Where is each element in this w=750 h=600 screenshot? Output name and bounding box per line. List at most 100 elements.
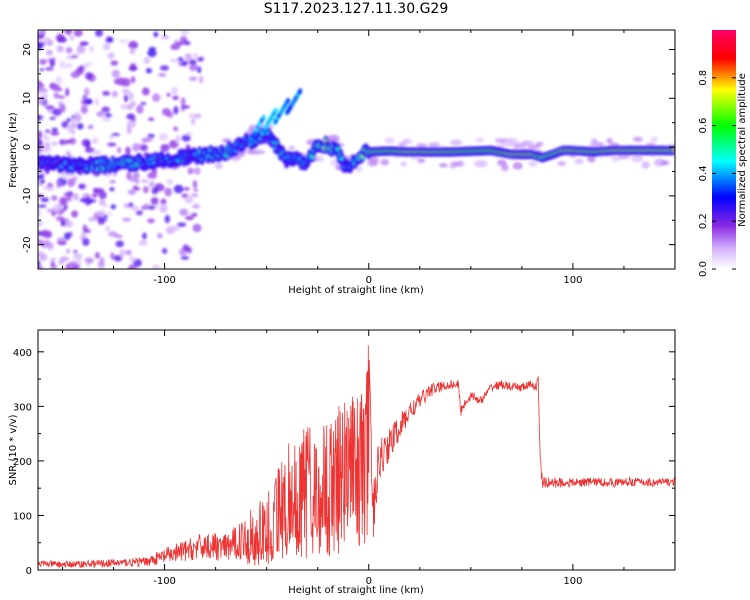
noise-blob (191, 204, 200, 209)
noise-blob (39, 179, 46, 184)
noise-blob (104, 226, 111, 232)
noise-blob (158, 133, 169, 141)
noise-blob (94, 251, 100, 259)
noise-blob (151, 187, 159, 195)
noise-blob (135, 104, 144, 114)
noise-blob (173, 106, 179, 115)
noise-blob (617, 153, 630, 160)
streak-blob (273, 107, 278, 113)
noise-blob (475, 137, 484, 143)
noise-blob (72, 193, 79, 201)
snr-x-tick-label: 0 (366, 576, 372, 587)
colorbar-gradient (712, 30, 736, 269)
noise-blob (76, 122, 84, 130)
noise-blob (148, 181, 155, 188)
noise-blob (128, 202, 134, 208)
noise-blob (178, 41, 183, 46)
noise-blob (46, 208, 54, 213)
noise-blob (91, 150, 102, 156)
noise-blob (641, 161, 650, 169)
noise-blob (97, 215, 106, 225)
spectrogram-y-axis-label: Frequency (Hz) (8, 112, 19, 188)
snr-axes: -100 0 100 0 100 200 300 400 (13, 330, 676, 587)
noise-blob (82, 237, 90, 247)
noise-blob (147, 117, 155, 122)
noise-blob (166, 92, 171, 97)
noise-blob (121, 88, 131, 95)
noise-blob (39, 58, 47, 65)
noise-blob (183, 187, 190, 191)
noise-blob (67, 179, 74, 188)
noise-blob (660, 160, 670, 166)
noise-blob (63, 63, 73, 68)
noise-blob (501, 164, 509, 172)
noise-blob (173, 184, 184, 194)
noise-blob (84, 98, 93, 105)
noise-blob (139, 144, 148, 152)
noise-blob (528, 160, 538, 167)
noise-blob (65, 221, 74, 228)
noise-blob (124, 250, 130, 255)
noise-blob (52, 108, 62, 116)
streak-blob (286, 97, 291, 103)
noise-blob (142, 232, 147, 240)
noise-blob (50, 257, 56, 262)
noise-blob (38, 239, 44, 246)
noise-blob (180, 30, 189, 36)
noise-blob (384, 137, 395, 144)
noise-blob (116, 146, 122, 154)
noise-blob (181, 60, 188, 67)
noise-blob (147, 49, 157, 58)
colorbar-tick-label: 0.8 (698, 70, 709, 86)
noise-blob (70, 55, 78, 59)
noise-blob (79, 41, 86, 46)
noise-blob (632, 136, 643, 142)
noise-blob (160, 198, 167, 205)
noise-blob (192, 180, 198, 189)
noise-blob (110, 60, 119, 66)
noise-blob (98, 199, 106, 206)
snr-x-tick-label: 100 (563, 576, 582, 587)
noise-blob (66, 248, 71, 254)
noise-blob (428, 142, 441, 148)
noise-blob (129, 47, 136, 55)
noise-blob (187, 167, 194, 175)
snr-frame (37, 329, 676, 571)
noise-blob (73, 249, 78, 254)
noise-blob (57, 259, 65, 265)
noise-blob (188, 64, 199, 72)
noise-blob (587, 154, 596, 163)
noise-blob (438, 163, 449, 168)
noise-blob (49, 59, 56, 67)
snr-y-tick-label: 0 (26, 566, 32, 577)
noise-blob (113, 78, 122, 85)
noise-blob (196, 56, 205, 62)
noise-blob (83, 87, 90, 97)
noise-blob (65, 194, 72, 202)
noise-blob (172, 95, 179, 101)
noise-blob (184, 53, 192, 61)
noise-blob (500, 140, 514, 147)
noise-blob (57, 95, 66, 99)
noise-blob (188, 76, 198, 82)
noise-blob (70, 210, 79, 218)
noise-blob (107, 211, 113, 216)
ridge-core (339, 157, 344, 160)
noise-blob (52, 204, 62, 213)
noise-blob (38, 263, 42, 269)
noise-blob (251, 149, 266, 155)
noise-blob (38, 230, 45, 236)
noise-blob (108, 231, 118, 237)
noise-blob (132, 143, 140, 152)
noise-blob (180, 97, 186, 107)
noise-blob (43, 88, 48, 93)
noise-blob (95, 30, 103, 37)
noise-blob (121, 78, 131, 87)
noise-blob (497, 159, 507, 166)
noise-blob (128, 41, 139, 50)
noise-blob (94, 97, 100, 107)
noise-blob (87, 217, 98, 222)
noise-blob (181, 193, 189, 198)
noise-blob (170, 225, 181, 231)
